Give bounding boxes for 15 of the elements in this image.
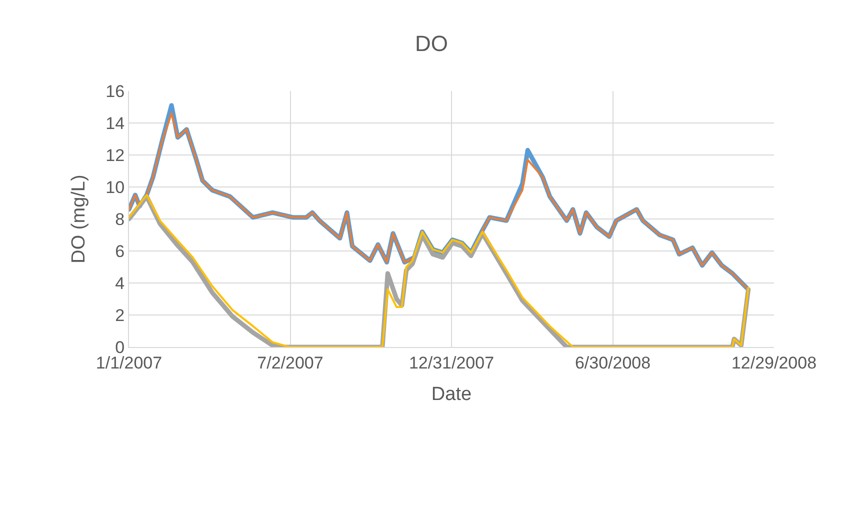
y-tick-label: 12 bbox=[106, 146, 125, 165]
y-tick-label: 2 bbox=[115, 306, 125, 325]
y-tick-label: 8 bbox=[115, 210, 125, 229]
y-tick-label: 6 bbox=[115, 242, 125, 261]
x-axis-title: Date bbox=[431, 384, 472, 406]
y-tick-label: 16 bbox=[106, 82, 125, 101]
x-tick-label: 12/29/2008 bbox=[731, 353, 817, 372]
chart-title: DO bbox=[415, 31, 448, 56]
y-axis-title: DO (mg/L) bbox=[68, 174, 90, 264]
y-tick-label: 4 bbox=[115, 274, 125, 293]
y-tick-label: 10 bbox=[106, 178, 125, 197]
x-tick-label: 12/31/2007 bbox=[408, 353, 494, 372]
x-tick-label: 6/30/2008 bbox=[574, 353, 651, 372]
x-tick-label: 7/2/2007 bbox=[257, 353, 324, 372]
y-tick-label: 14 bbox=[106, 114, 125, 133]
